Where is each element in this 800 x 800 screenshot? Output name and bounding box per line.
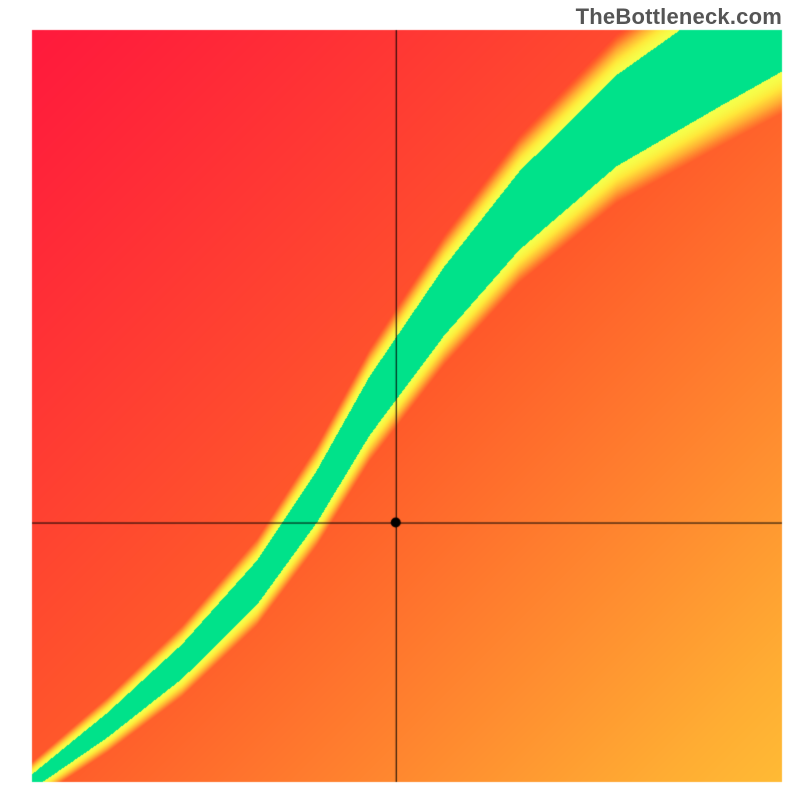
chart-container: TheBottleneck.com bbox=[0, 0, 800, 800]
watermark-text: TheBottleneck.com bbox=[576, 4, 782, 30]
bottleneck-heatmap bbox=[0, 0, 800, 800]
